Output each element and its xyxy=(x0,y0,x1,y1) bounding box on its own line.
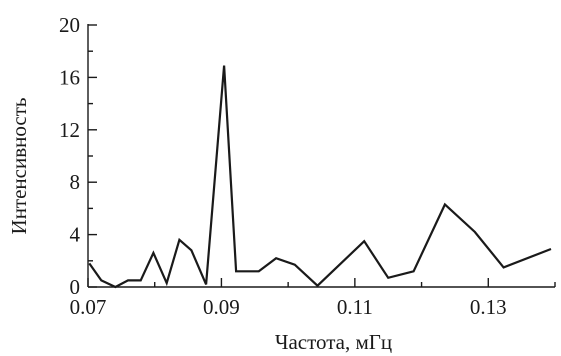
y-tick-label: 16 xyxy=(59,65,80,89)
y-tick-label: 8 xyxy=(70,170,81,194)
x-ticks: 0.07 0.09 0.11 0.13 xyxy=(70,278,556,319)
y-tick-label: 4 xyxy=(70,223,81,247)
x-axis-label: Частота, мГц xyxy=(275,330,392,354)
series-layer xyxy=(88,65,552,289)
y-ticks: 0 4 8 12 16 20 xyxy=(59,13,97,299)
x-tick-label: 0.09 xyxy=(203,295,240,319)
x-tick-label: 0.07 xyxy=(70,295,107,319)
y-axis-label: Интенсивность xyxy=(7,98,31,235)
x-tick-label: 0.13 xyxy=(470,295,507,319)
y-tick-label: 12 xyxy=(59,118,80,142)
y-tick-label: 20 xyxy=(59,13,80,37)
x-tick-label: 0.11 xyxy=(337,295,373,319)
axes xyxy=(87,24,555,288)
y-tick-label: 0 xyxy=(70,275,81,299)
series-line-0 xyxy=(88,65,552,289)
